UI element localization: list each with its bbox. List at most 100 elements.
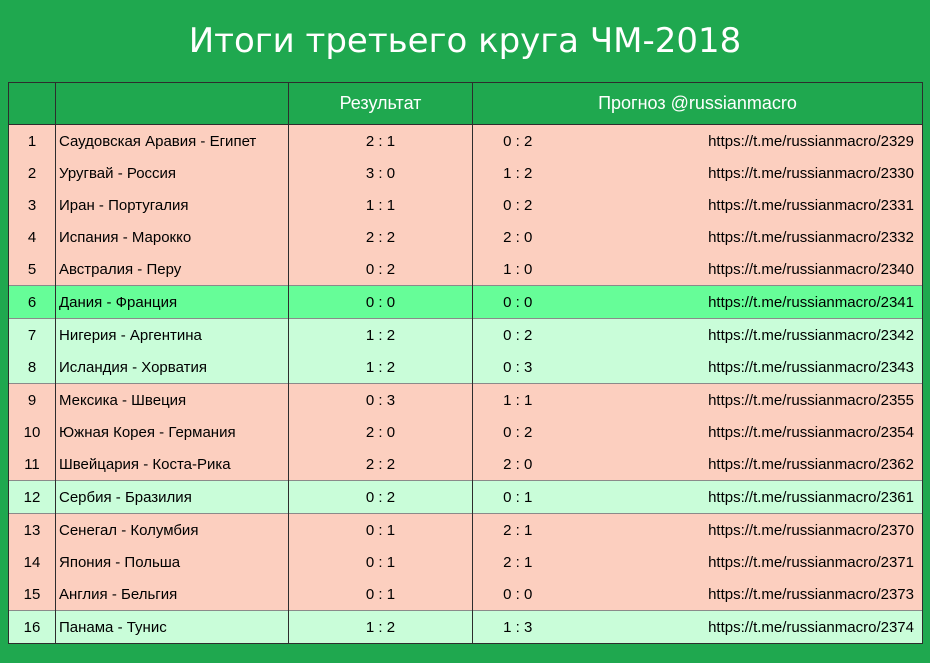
match-teams: Иран - Португалия: [55, 189, 289, 221]
forecast-link[interactable]: https://t.me/russianmacro/2341: [672, 285, 923, 319]
match-result: 0 : 1: [288, 546, 473, 578]
forecast-link[interactable]: https://t.me/russianmacro/2331: [672, 189, 923, 221]
match-number: 12: [8, 480, 56, 514]
match-forecast: 2 : 0: [472, 221, 673, 253]
forecast-link[interactable]: https://t.me/russianmacro/2342: [672, 318, 923, 351]
match-number: 16: [8, 610, 56, 644]
match-forecast: 2 : 1: [472, 546, 673, 578]
match-teams: Нигерия - Аргентина: [55, 318, 289, 351]
match-teams: Сербия - Бразилия: [55, 480, 289, 514]
match-teams: Мексика - Швеция: [55, 383, 289, 416]
match-teams: Япония - Польша: [55, 546, 289, 578]
header-row: Результат Прогноз @russianmacro: [8, 82, 923, 125]
match-teams: Уругвай - Россия: [55, 157, 289, 189]
match-teams: Южная Корея - Германия: [55, 416, 289, 448]
match-result: 1 : 2: [288, 318, 473, 351]
match-number: 11: [8, 448, 56, 481]
forecast-link[interactable]: https://t.me/russianmacro/2355: [672, 383, 923, 416]
match-result: 2 : 2: [288, 448, 473, 481]
match-forecast: 1 : 0: [472, 253, 673, 286]
match-result: 0 : 1: [288, 513, 473, 546]
match-result: 2 : 0: [288, 416, 473, 448]
forecast-link[interactable]: https://t.me/russianmacro/2362: [672, 448, 923, 481]
match-teams: Австралия - Перу: [55, 253, 289, 286]
match-forecast: 1 : 2: [472, 157, 673, 189]
match-teams: Панама - Тунис: [55, 610, 289, 644]
match-number: 2: [8, 157, 56, 189]
match-result: 0 : 2: [288, 480, 473, 514]
forecast-link[interactable]: https://t.me/russianmacro/2371: [672, 546, 923, 578]
match-forecast: 0 : 0: [472, 285, 673, 319]
match-result: 2 : 2: [288, 221, 473, 253]
match-forecast: 0 : 3: [472, 351, 673, 384]
forecast-link[interactable]: https://t.me/russianmacro/2370: [672, 513, 923, 546]
forecast-link[interactable]: https://t.me/russianmacro/2361: [672, 480, 923, 514]
match-result: 2 : 1: [288, 124, 473, 157]
table-header: Результат Прогноз @russianmacro: [8, 82, 923, 125]
match-result: 0 : 2: [288, 253, 473, 286]
match-teams: Швейцария - Коста-Рика: [55, 448, 289, 481]
match-teams: Исландия - Хорватия: [55, 351, 289, 384]
forecast-link[interactable]: https://t.me/russianmacro/2374: [672, 610, 923, 644]
match-teams: Англия - Бельгия: [55, 578, 289, 611]
match-forecast: 0 : 2: [472, 124, 673, 157]
match-result: 0 : 0: [288, 285, 473, 319]
match-number: 8: [8, 351, 56, 384]
match-number: 4: [8, 221, 56, 253]
match-number: 15: [8, 578, 56, 611]
match-teams: Испания - Марокко: [55, 221, 289, 253]
forecast-link[interactable]: https://t.me/russianmacro/2332: [672, 221, 923, 253]
forecast-link[interactable]: https://t.me/russianmacro/2330: [672, 157, 923, 189]
match-result: 3 : 0: [288, 157, 473, 189]
match-number: 3: [8, 189, 56, 221]
match-forecast: 1 : 1: [472, 383, 673, 416]
match-forecast: 2 : 1: [472, 513, 673, 546]
match-teams: Саудовская Аравия - Египет: [55, 124, 289, 157]
match-result: 0 : 1: [288, 578, 473, 611]
match-number: 7: [8, 318, 56, 351]
match-number: 10: [8, 416, 56, 448]
forecast-link[interactable]: https://t.me/russianmacro/2340: [672, 253, 923, 286]
match-forecast: 2 : 0: [472, 448, 673, 481]
match-number: 13: [8, 513, 56, 546]
match-forecast: 1 : 3: [472, 610, 673, 644]
forecast-link[interactable]: https://t.me/russianmacro/2343: [672, 351, 923, 384]
forecast-link[interactable]: https://t.me/russianmacro/2354: [672, 416, 923, 448]
match-result: 1 : 1: [288, 189, 473, 221]
match-forecast: 0 : 1: [472, 480, 673, 514]
forecast-link[interactable]: https://t.me/russianmacro/2329: [672, 124, 923, 157]
match-teams: Сенегал - Колумбия: [55, 513, 289, 546]
match-number: 5: [8, 253, 56, 286]
forecast-link[interactable]: https://t.me/russianmacro/2373: [672, 578, 923, 611]
match-forecast: 0 : 2: [472, 416, 673, 448]
match-result: 1 : 2: [288, 610, 473, 644]
match-number: 1: [8, 124, 56, 157]
match-teams: Дания - Франция: [55, 285, 289, 319]
header-forecast: Прогноз @russianmacro: [472, 82, 923, 125]
header-result: Результат: [288, 82, 473, 125]
results-table: Результат Прогноз @russianmacro 1 Саудовс…: [8, 82, 923, 644]
match-result: 1 : 2: [288, 351, 473, 384]
page-title: Итоги третьего круга ЧМ-2018: [188, 21, 742, 61]
match-forecast: 0 : 2: [472, 318, 673, 351]
match-number: 6: [8, 285, 56, 319]
match-forecast: 0 : 2: [472, 189, 673, 221]
